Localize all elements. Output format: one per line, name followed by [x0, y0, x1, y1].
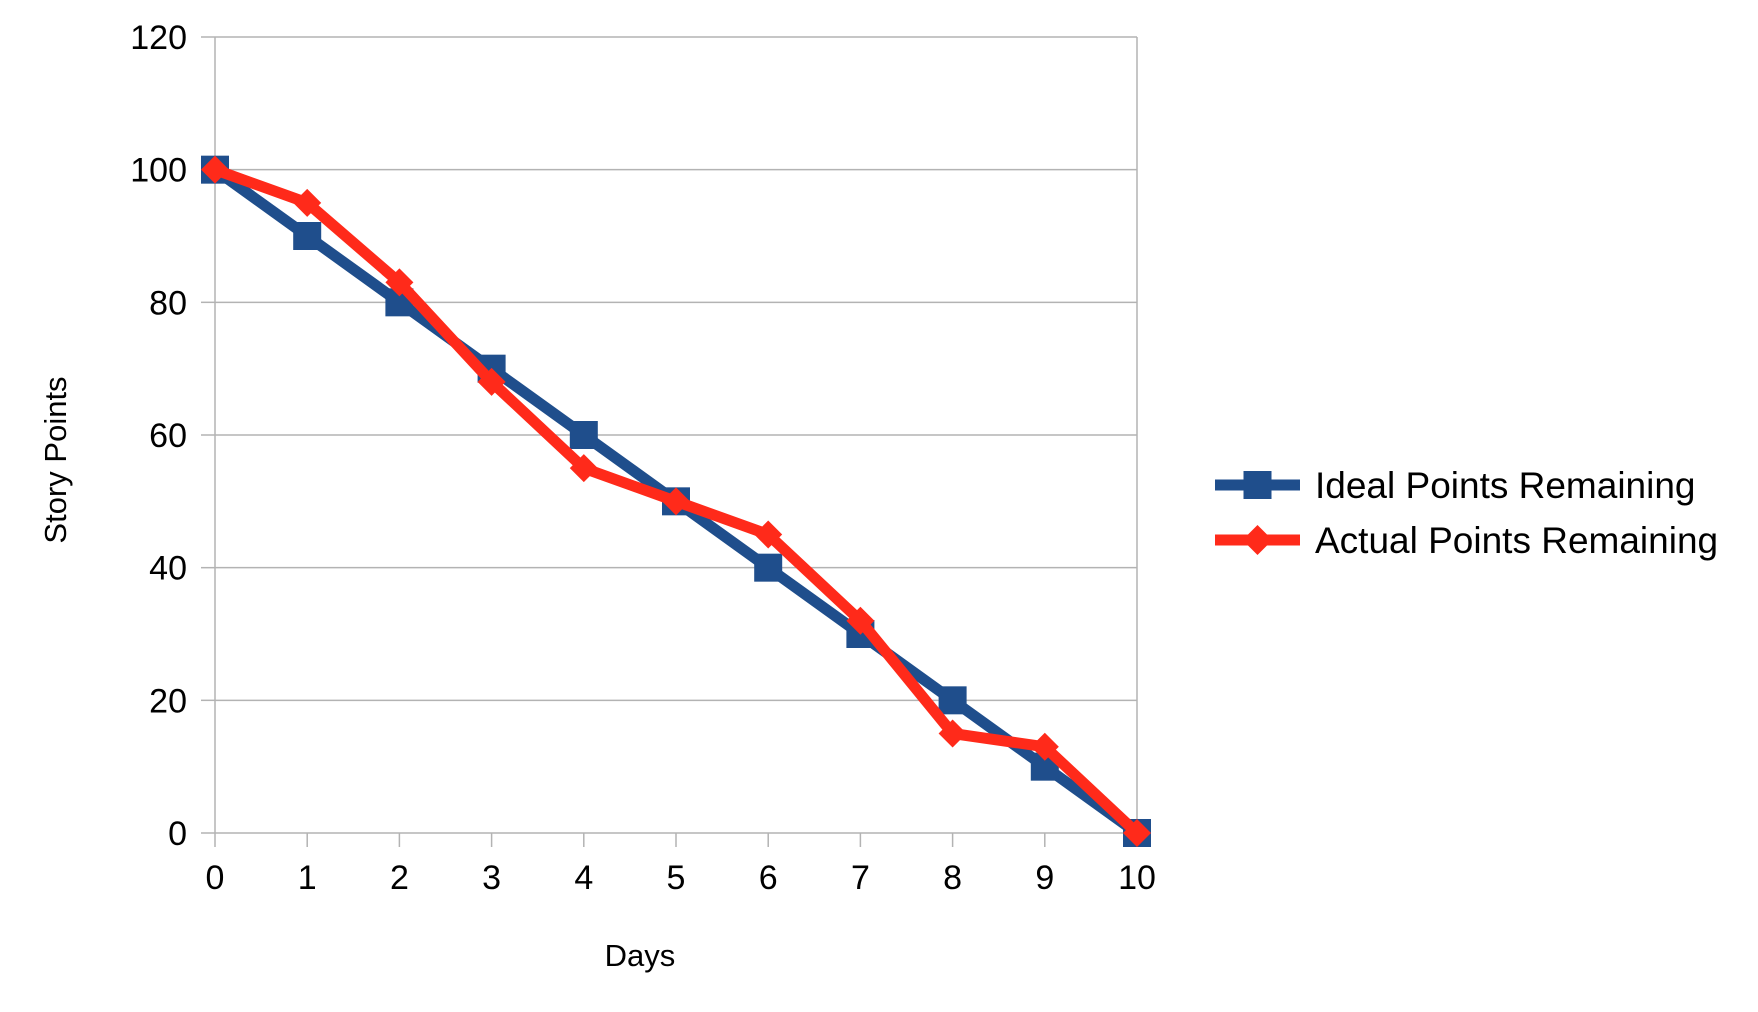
legend-label: Actual Points Remaining [1315, 520, 1718, 561]
data-point-diamond [1242, 525, 1273, 555]
x-axis-title: Days [605, 938, 676, 973]
series-lines [201, 155, 1151, 847]
y-axis-title: Story Points [38, 376, 73, 543]
series-actual [201, 155, 1151, 847]
legend-item: Actual Points Remaining [1215, 520, 1718, 561]
data-point-diamond [846, 606, 875, 635]
data-point-diamond [569, 454, 598, 483]
data-point-diamond [201, 155, 229, 184]
data-point-square [1243, 471, 1272, 499]
data-point-diamond [385, 268, 414, 297]
x-tick-label: 6 [759, 859, 778, 897]
data-point-diamond [477, 367, 506, 396]
x-tick-label: 1 [298, 859, 317, 897]
data-point-square [569, 421, 598, 449]
x-tick-label: 8 [943, 859, 962, 897]
x-tick-label: 10 [1118, 859, 1156, 897]
legend-label: Ideal Points Remaining [1315, 465, 1696, 506]
y-tick-labels: 0 20 40 60 80 100 120 [130, 19, 187, 853]
legend: Ideal Points Remaining Actual Points Rema… [1215, 465, 1718, 561]
data-point-square [293, 222, 322, 250]
y-tick-label: 40 [149, 550, 187, 588]
y-tick-label: 60 [149, 417, 187, 455]
data-point-diamond [1123, 819, 1151, 847]
x-tick-label: 7 [851, 859, 870, 897]
y-tick-label: 80 [149, 284, 187, 322]
data-point-diamond [938, 719, 967, 748]
x-tick-labels: 0 1 2 3 4 5 6 7 8 9 10 [206, 859, 1156, 897]
x-tick-label: 0 [206, 859, 225, 897]
x-tick-label: 2 [390, 859, 409, 897]
data-point-diamond [293, 188, 322, 217]
y-tick-label: 20 [149, 682, 187, 720]
data-point-diamond [1030, 732, 1059, 761]
x-tick-label: 3 [482, 859, 501, 897]
y-tick-label: 100 [130, 152, 187, 190]
gridlines [215, 36, 1137, 834]
x-tick-label: 5 [667, 859, 686, 897]
x-tick-label: 9 [1035, 859, 1054, 897]
y-tick-label: 0 [168, 815, 187, 853]
legend-item: Ideal Points Remaining [1215, 465, 1696, 506]
data-point-diamond [754, 520, 783, 549]
data-point-square [938, 686, 967, 715]
y-tick-label: 120 [130, 19, 187, 57]
x-tick-label: 4 [574, 859, 593, 897]
data-point-diamond [662, 487, 690, 516]
data-point-square [754, 553, 783, 582]
